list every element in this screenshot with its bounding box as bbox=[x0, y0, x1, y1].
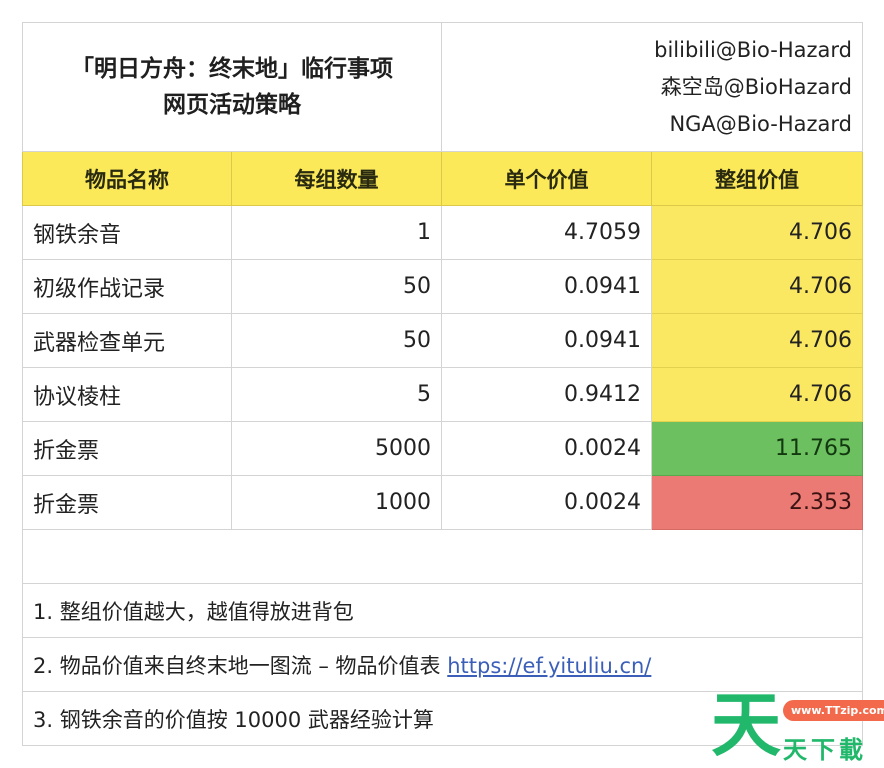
watermark-logo: 天 www.TTzip.com 天下載 bbox=[705, 684, 884, 768]
note-row: 1. 整组价值越大，越值得放进背包 bbox=[22, 583, 863, 638]
table-row: 武器检查单元 50 0.0941 4.706 bbox=[22, 313, 863, 368]
table-row: 钢铁余音 1 4.7059 4.706 bbox=[22, 205, 863, 260]
item-group-value: 4.706 bbox=[651, 259, 863, 314]
page-title: 「明日方舟：终末地」临行事项 bbox=[71, 56, 393, 82]
table-row: 协议棱柱 5 0.9412 4.706 bbox=[22, 367, 863, 422]
item-name: 协议棱柱 bbox=[22, 367, 232, 422]
note-2-text: 2. 物品价值来自终末地一图流 – 物品价值表 bbox=[33, 653, 448, 678]
item-unit-value: 0.0024 bbox=[441, 421, 652, 476]
column-header-group-value: 整组价值 bbox=[651, 151, 863, 206]
credit-bilibili: bilibili@Bio-Hazard bbox=[654, 37, 852, 62]
spacer-row bbox=[22, 529, 863, 584]
title-cell: 「明日方舟：终末地」临行事项 网页活动策略 bbox=[22, 22, 442, 152]
item-qty: 5000 bbox=[231, 421, 442, 476]
title-row: 「明日方舟：终末地」临行事项 网页活动策略 bilibili@Bio-Hazar… bbox=[22, 22, 863, 152]
item-unit-value: 0.0941 bbox=[441, 313, 652, 368]
strategy-table: 「明日方舟：终末地」临行事项 网页活动策略 bilibili@Bio-Hazar… bbox=[22, 22, 863, 746]
source-link[interactable]: https://ef.yituliu.cn/ bbox=[447, 653, 652, 678]
table-row: 初级作战记录 50 0.0941 4.706 bbox=[22, 259, 863, 314]
column-header-name: 物品名称 bbox=[22, 151, 232, 206]
item-unit-value: 0.0024 bbox=[441, 475, 652, 530]
note-row: 3. 钢铁余音的价值按 10000 武器经验计算 bbox=[22, 691, 863, 746]
item-qty: 1 bbox=[231, 205, 442, 260]
item-name: 初级作战记录 bbox=[22, 259, 232, 314]
item-name: 武器检查单元 bbox=[22, 313, 232, 368]
column-header-row: 物品名称 每组数量 单个价值 整组价值 bbox=[22, 151, 863, 206]
credit-nga: NGA@Bio-Hazard bbox=[669, 111, 852, 136]
note-3: 3. 钢铁余音的价值按 10000 武器经验计算 bbox=[22, 691, 863, 746]
item-qty: 5 bbox=[231, 367, 442, 422]
page-subtitle: 网页活动策略 bbox=[163, 92, 301, 118]
table-row: 折金票 1000 0.0024 2.353 bbox=[22, 475, 863, 530]
credit-skland: 森空岛@BioHazard bbox=[660, 74, 852, 99]
item-unit-value: 0.0941 bbox=[441, 259, 652, 314]
item-group-value: 4.706 bbox=[651, 367, 863, 422]
watermark-name: 天下載 bbox=[783, 736, 867, 764]
item-name: 折金票 bbox=[22, 421, 232, 476]
empty-cell bbox=[22, 529, 863, 584]
note-row: 2. 物品价值来自终末地一图流 – 物品价值表 https://ef.yitul… bbox=[22, 637, 863, 692]
column-header-unit-value: 单个价值 bbox=[441, 151, 652, 206]
item-qty: 50 bbox=[231, 313, 442, 368]
item-qty: 1000 bbox=[231, 475, 442, 530]
item-name: 折金票 bbox=[22, 475, 232, 530]
watermark-url: www.TTzip.com bbox=[783, 700, 884, 721]
item-group-value: 4.706 bbox=[651, 313, 863, 368]
column-header-qty: 每组数量 bbox=[231, 151, 442, 206]
item-name: 钢铁余音 bbox=[22, 205, 232, 260]
note-1: 1. 整组价值越大，越值得放进背包 bbox=[22, 583, 863, 638]
watermark-big-char: 天 bbox=[711, 684, 781, 766]
item-unit-value: 0.9412 bbox=[441, 367, 652, 422]
item-group-value: 2.353 bbox=[651, 475, 863, 530]
item-unit-value: 4.7059 bbox=[441, 205, 652, 260]
item-group-value: 4.706 bbox=[651, 205, 863, 260]
item-group-value: 11.765 bbox=[651, 421, 863, 476]
item-qty: 50 bbox=[231, 259, 442, 314]
note-2: 2. 物品价值来自终末地一图流 – 物品价值表 https://ef.yitul… bbox=[22, 637, 863, 692]
table-row: 折金票 5000 0.0024 11.765 bbox=[22, 421, 863, 476]
credits-cell: bilibili@Bio-Hazard 森空岛@BioHazard NGA@Bi… bbox=[441, 22, 863, 152]
